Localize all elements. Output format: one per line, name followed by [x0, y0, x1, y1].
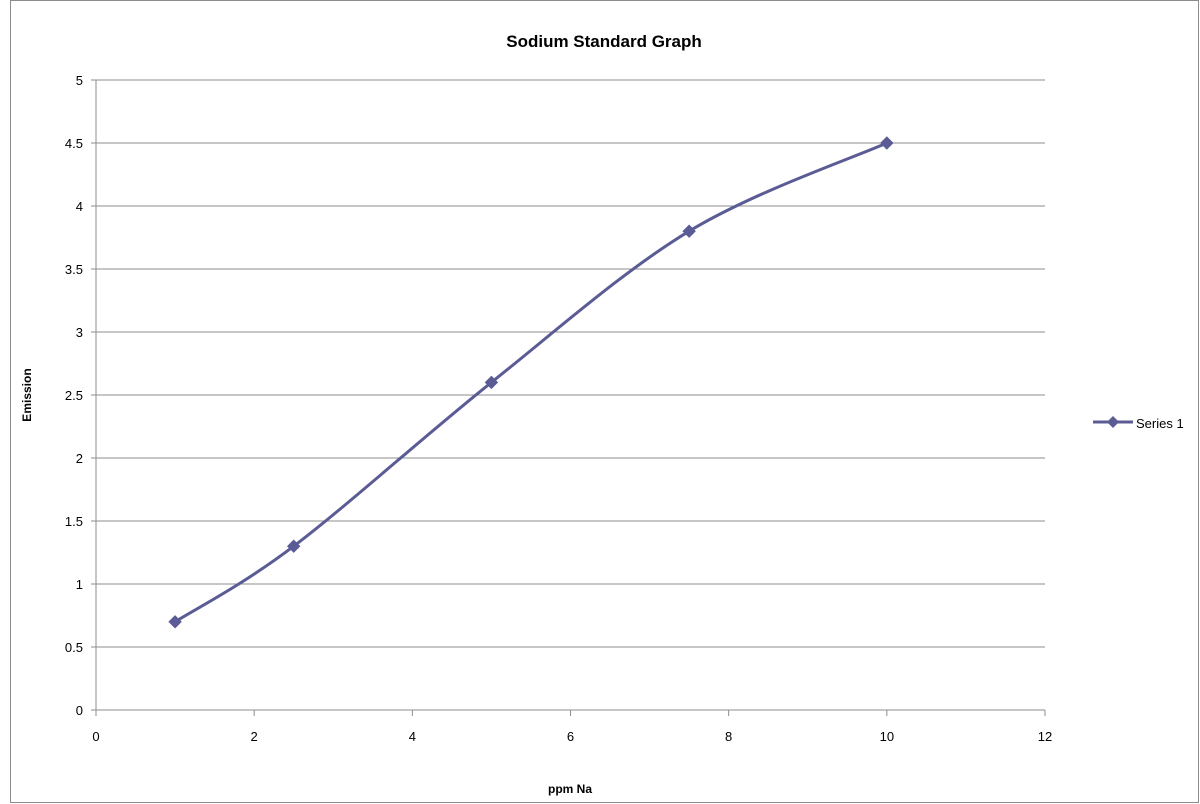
legend: Series 1 [1093, 416, 1184, 431]
y-tick-label: 4 [76, 199, 83, 214]
y-tick-label: 4.5 [65, 136, 83, 151]
series-group [168, 136, 894, 629]
x-tick-label: 12 [1038, 729, 1052, 744]
x-tick-label: 0 [92, 729, 99, 744]
legend-label: Series 1 [1136, 416, 1184, 431]
y-tick-label: 3.5 [65, 262, 83, 277]
x-tick-label: 8 [725, 729, 732, 744]
x-axis-title: ppm Na [548, 782, 592, 796]
y-tick-label: 2 [76, 451, 83, 466]
data-point-marker [168, 615, 182, 629]
x-tick-labels: 0 2 4 6 8 10 12 [92, 729, 1052, 744]
y-tick-label: 3 [76, 325, 83, 340]
data-point-marker [287, 539, 301, 553]
chart-frame [10, 0, 1199, 803]
data-point-marker [682, 224, 696, 238]
y-tick-label: 0 [76, 703, 83, 718]
y-tick-label: 0.5 [65, 640, 83, 655]
data-point-marker [484, 375, 499, 390]
axes [95, 80, 1046, 716]
y-tick-label: 5 [76, 73, 83, 88]
series-line [174, 141, 888, 624]
y-axis-title: Emission [20, 368, 34, 421]
x-tick-label: 6 [567, 729, 574, 744]
x-tick-label: 10 [880, 729, 894, 744]
x-tick-label: 2 [251, 729, 258, 744]
data-point-marker [880, 136, 894, 150]
gridlines [91, 79, 1045, 711]
legend-marker-diamond [1107, 416, 1119, 428]
y-tick-label: 1.5 [65, 514, 83, 529]
x-tick-label: 4 [409, 729, 416, 744]
y-tick-labels: 0 0.5 1 1.5 2 2.5 3 3.5 4 4.5 5 [65, 73, 83, 718]
y-tick-label: 2.5 [65, 388, 83, 403]
chart-title: Sodium Standard Graph [506, 32, 702, 51]
y-tick-label: 1 [76, 577, 83, 592]
